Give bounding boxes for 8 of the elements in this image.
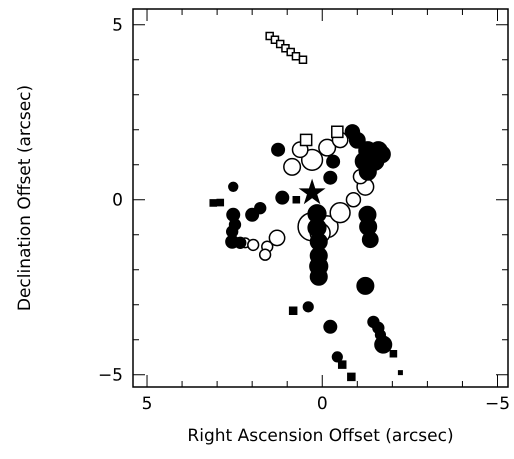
y-axis-title: Declination Offset (arcsec) [15, 84, 35, 312]
y-tick-label: −5 [98, 366, 123, 386]
y-tick-label: 0 [112, 190, 123, 211]
x-tick-label: 0 [316, 394, 328, 414]
x-tick-label: −5 [484, 394, 510, 414]
y-tick-label: 5 [112, 16, 123, 36]
x-tick-label: 5 [142, 394, 152, 414]
x-axis-title: Right Ascension Offset (arcsec) [187, 426, 454, 446]
